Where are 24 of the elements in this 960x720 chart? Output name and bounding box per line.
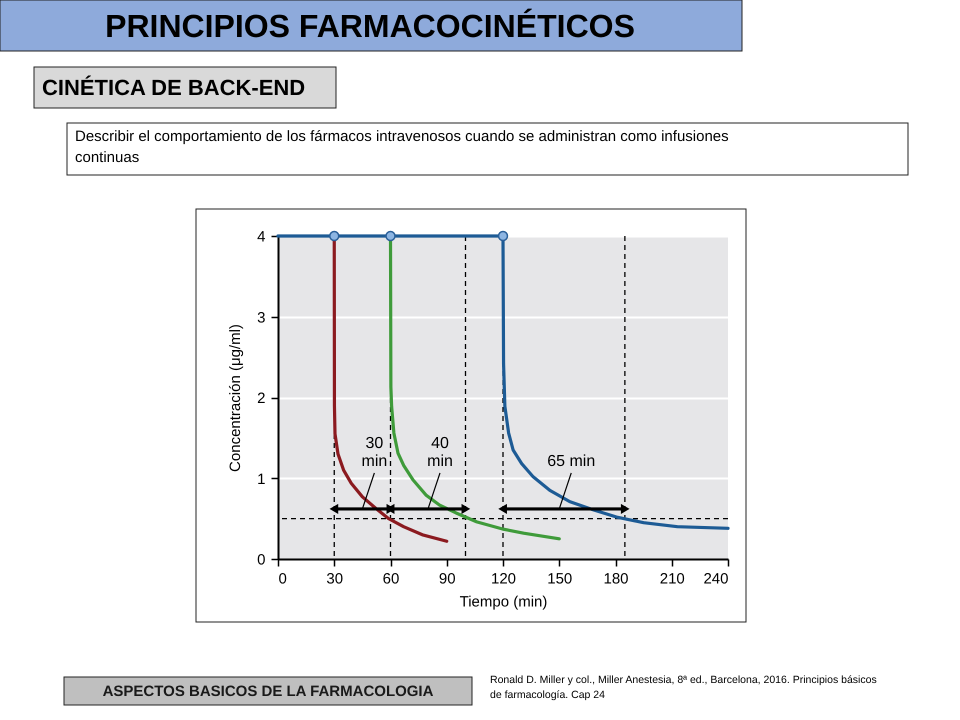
annotation: 65 min [547, 452, 596, 470]
x-tick-label: 90 [438, 570, 456, 588]
x-axis-title: Tiempo (min) [460, 594, 548, 610]
y-tick-label: 3 [257, 309, 266, 326]
y-tick-label: 2 [257, 390, 266, 407]
y-tick-label: 4 [257, 228, 266, 246]
chart-title: PRINCIPIOS FARMACOCINÉTICOS [105, 8, 635, 44]
chart-subtitle: CINÉTICA DE BACK-END [42, 75, 306, 100]
annotation: 30 min [361, 434, 388, 470]
y-tick-label: 0 [257, 552, 266, 568]
text: ASPECTOS BASICOS DE LA FARMACOLOGIA [102, 683, 434, 700]
x-tick-label: 210 [660, 570, 685, 588]
x-tick-label: 150 [547, 570, 572, 588]
x-tick-label: 180 [603, 570, 629, 588]
annotation: 40 min [427, 434, 453, 470]
text: Ronald D. Miller y col., Miller Anestesia, 8ª ed., Barcelona, 2016. Principios básicos de farmacología. Cap 24 [490, 674, 877, 701]
x-tick-label: 240 [703, 570, 728, 588]
x-tick-label: 0 [278, 570, 287, 588]
y-axis-title: Concentración (μg/ml) [227, 324, 244, 472]
text: Describir el comportamiento de los fármacos intravenosos cuando se administran como infusiones continuas [75, 128, 729, 166]
x-tick-label: 120 [490, 570, 516, 588]
x-tick-label: 30 [326, 570, 344, 588]
x-tick-label: 60 [382, 570, 400, 588]
y-tick-label: 1 [257, 470, 266, 488]
